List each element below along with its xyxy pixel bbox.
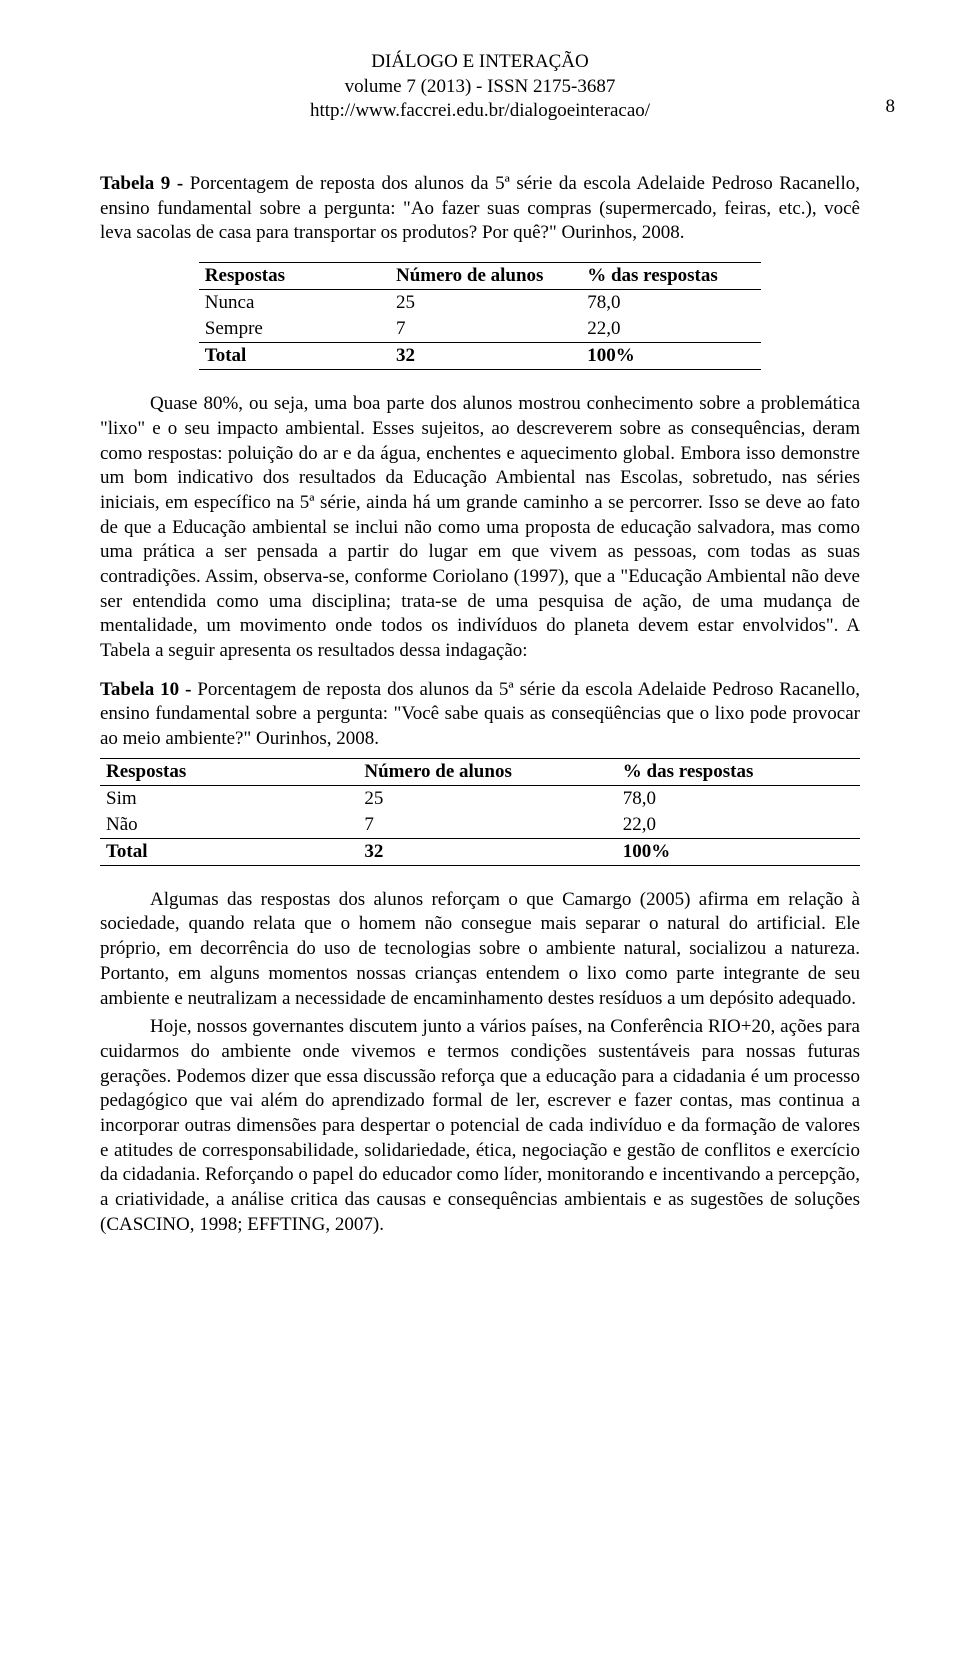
table9-r0-c0: Nunca (199, 290, 390, 317)
table10-header-numero: Número de alunos (358, 758, 616, 785)
table10-r1-c2: 22,0 (617, 812, 860, 839)
table9-header-row: Respostas Número de alunos % das respost… (199, 263, 761, 290)
table9-caption: Tabela 9 - Porcentagem de reposta dos al… (100, 172, 860, 246)
journal-header: DIÁLOGO E INTERAÇÃO volume 7 (2013) - IS… (100, 50, 860, 124)
table10-caption-text: Porcentagem de reposta dos alunos da 5ª … (100, 679, 860, 749)
table10-total-c1: 32 (358, 838, 616, 865)
paragraph-2: Algumas das respostas dos alunos reforça… (100, 888, 860, 1011)
table10-caption: Tabela 10 - Porcentagem de reposta dos a… (100, 678, 860, 752)
table10-header-respostas: Respostas (100, 758, 358, 785)
table10-header-pct: % das respostas (617, 758, 860, 785)
table10: Respostas Número de alunos % das respost… (100, 758, 860, 866)
table9-header-pct: % das respostas (581, 263, 761, 290)
table10-total-c0: Total (100, 838, 358, 865)
paragraph-3: Hoje, nossos governantes discutem junto … (100, 1015, 860, 1237)
page-number: 8 (886, 96, 896, 118)
table10-total-c2: 100% (617, 838, 860, 865)
table10-header-row: Respostas Número de alunos % das respost… (100, 758, 860, 785)
journal-url: http://www.faccrei.edu.br/dialogoeintera… (100, 99, 860, 124)
journal-title: DIÁLOGO E INTERAÇÃO (100, 50, 860, 75)
table9: Respostas Número de alunos % das respost… (199, 262, 761, 370)
table9-total-c0: Total (199, 343, 390, 370)
table-row: Sempre 7 22,0 (199, 316, 761, 343)
table10-r0-c2: 78,0 (617, 785, 860, 812)
table10-r0-c1: 25 (358, 785, 616, 812)
table9-r0-c1: 25 (390, 290, 581, 317)
table10-r1-c0: Não (100, 812, 358, 839)
journal-volume: volume 7 (2013) - ISSN 2175-3687 (100, 75, 860, 100)
table9-caption-label: Tabela 9 - (100, 173, 190, 194)
table-row: Não 7 22,0 (100, 812, 860, 839)
table9-header-respostas: Respostas (199, 263, 390, 290)
table9-r1-c0: Sempre (199, 316, 390, 343)
table9-header-numero: Número de alunos (390, 263, 581, 290)
table9-r0-c2: 78,0 (581, 290, 761, 317)
table9-total-c1: 32 (390, 343, 581, 370)
table10-total-row: Total 32 100% (100, 838, 860, 865)
table-row: Sim 25 78,0 (100, 785, 860, 812)
paragraph-1: Quase 80%, ou seja, uma boa parte dos al… (100, 392, 860, 664)
table9-total-row: Total 32 100% (199, 343, 761, 370)
table9-caption-text: Porcentagem de reposta dos alunos da 5ª … (100, 173, 860, 243)
table10-r1-c1: 7 (358, 812, 616, 839)
table9-total-c2: 100% (581, 343, 761, 370)
table10-caption-label: Tabela 10 - (100, 679, 197, 700)
table9-r1-c1: 7 (390, 316, 581, 343)
table-row: Nunca 25 78,0 (199, 290, 761, 317)
table9-r1-c2: 22,0 (581, 316, 761, 343)
table10-r0-c0: Sim (100, 785, 358, 812)
